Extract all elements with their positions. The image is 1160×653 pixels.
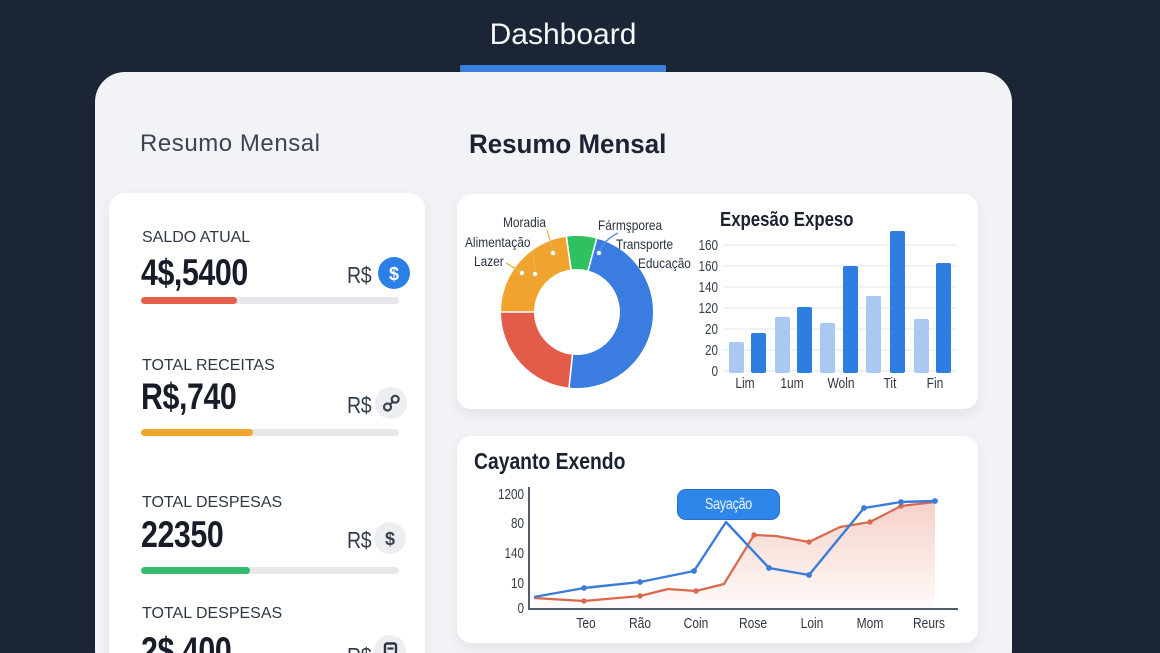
svg-text:$: $ (385, 529, 395, 549)
svg-text:$: $ (389, 264, 399, 284)
